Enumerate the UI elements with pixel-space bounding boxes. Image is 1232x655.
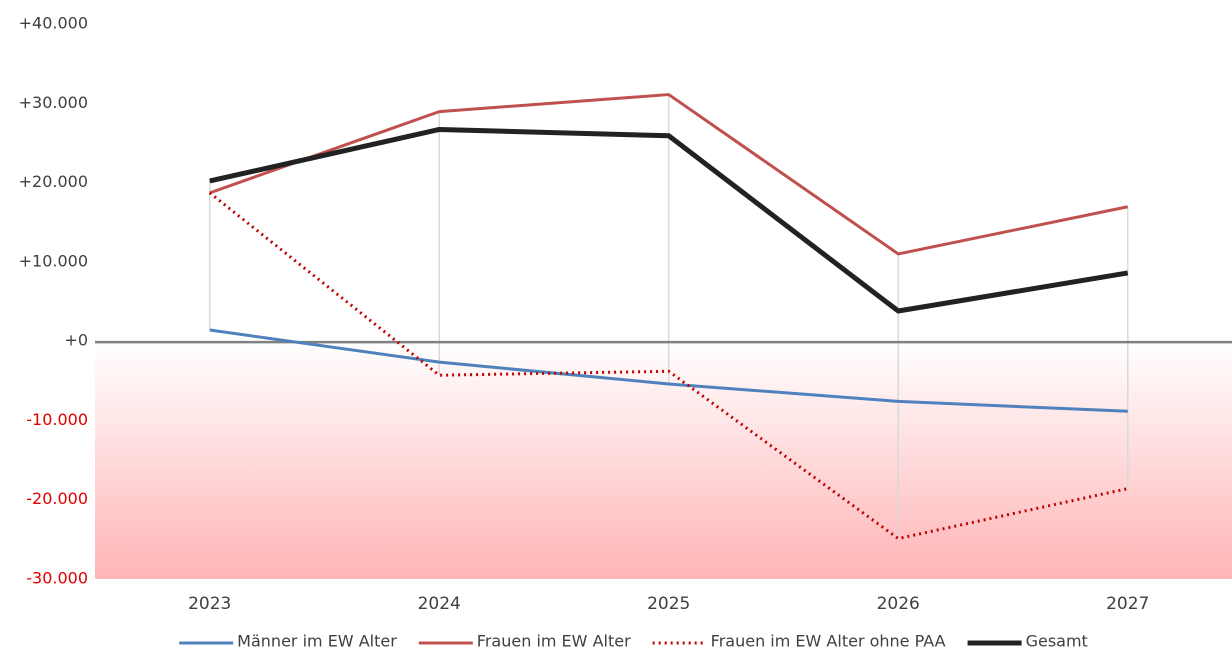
x-tick-label: 2027 <box>1106 594 1149 614</box>
x-tick-label: 2025 <box>647 594 690 614</box>
negative-area <box>95 341 1232 579</box>
y-tick-label: +20.000 <box>19 172 88 191</box>
legend-label: Männer im EW Alter <box>237 632 397 651</box>
x-tick-label: 2026 <box>877 594 920 614</box>
y-tick-label: +40.000 <box>19 14 88 33</box>
series-line <box>209 93 1129 256</box>
legend-label: Frauen im EW Alter <box>477 632 631 651</box>
series-line <box>209 126 1129 314</box>
legend: Männer im EW Alter Frauen im EW Alter Frau… <box>179 632 1088 651</box>
legend-label: Frauen im EW Alter ohne PAA <box>711 632 946 651</box>
y-tick-label: +30.000 <box>19 93 88 112</box>
y-tick-label: +10.000 <box>19 251 88 270</box>
y-tick-label: -20.000 <box>26 489 88 508</box>
x-tick-label: 2023 <box>188 594 231 614</box>
legend-label: Gesamt <box>1026 632 1088 651</box>
x-tick-label: 2024 <box>418 594 461 614</box>
y-tick-label: -10.000 <box>26 410 88 429</box>
y-tick-label: +0 <box>64 331 88 350</box>
y-tick-label: -30.000 <box>26 569 88 588</box>
series-line <box>209 328 1128 413</box>
series-line <box>208 191 1129 541</box>
